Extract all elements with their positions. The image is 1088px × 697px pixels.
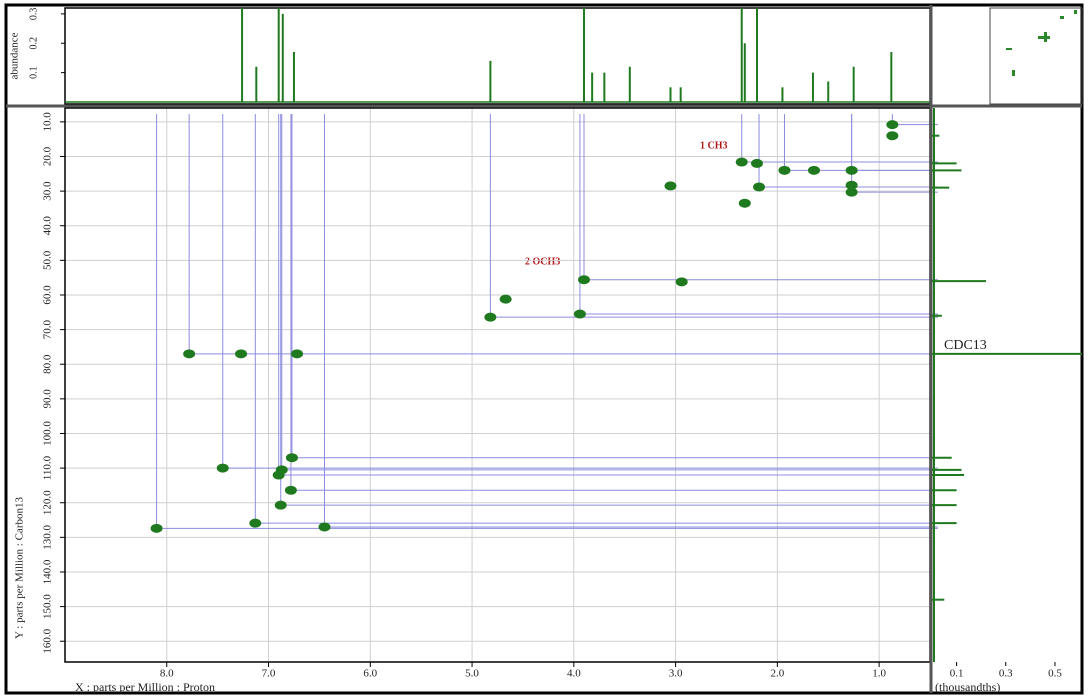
peak — [318, 522, 331, 532]
peak — [499, 294, 512, 304]
y-tick-label: 160.0 — [42, 628, 54, 653]
y-tick-label: 110.0 — [42, 455, 54, 480]
peak — [675, 277, 688, 287]
y-axis-label: Y : parts per Million : Carbon13 — [14, 497, 26, 639]
inset-thumbnail — [1006, 10, 1077, 76]
peak — [751, 158, 763, 168]
peak — [578, 275, 590, 285]
peak — [738, 198, 751, 208]
y-tick-label: 90.0 — [42, 389, 54, 409]
y-tick-label: 20.0 — [42, 146, 54, 166]
y-tick-label: 30.0 — [42, 181, 54, 201]
peak — [285, 453, 298, 463]
peak — [249, 518, 262, 528]
outer-frame — [4, 3, 1084, 695]
annotation: 2 OCH3 — [525, 256, 560, 267]
peak — [150, 523, 163, 533]
y-tick-label: 80.0 — [42, 354, 54, 374]
top-tick-label: 0.3 — [28, 8, 39, 21]
top-projection — [241, 8, 893, 102]
peak — [845, 165, 858, 175]
right-tick-label: 0.3 — [999, 668, 1013, 680]
y-tick-label: 100.0 — [42, 421, 54, 446]
peak — [216, 463, 229, 473]
peak — [284, 485, 297, 495]
x2-axis-label: (thousandths) — [935, 680, 1000, 694]
inset-frame — [989, 7, 1083, 105]
y-tick-label: 130.0 — [42, 524, 54, 549]
peak — [886, 120, 899, 130]
x-tick-label: 5.0 — [465, 668, 479, 680]
x-tick-label: 4.0 — [567, 668, 581, 680]
x-tick-label: 1.0 — [872, 668, 886, 680]
peak — [845, 187, 858, 197]
annotation: 1 CH3 — [700, 140, 728, 151]
y-tick-label: 60.0 — [42, 285, 54, 305]
peak — [272, 470, 285, 480]
peak — [886, 131, 899, 141]
peak — [735, 157, 748, 167]
right-projection — [932, 134, 1082, 601]
y-tick-label: 40.0 — [42, 216, 54, 236]
top-tick-label: 0.1 — [28, 66, 39, 79]
right-tick-label: 0.5 — [1048, 668, 1062, 680]
peak — [778, 165, 791, 175]
right-tick-label: 0.1 — [950, 668, 964, 680]
peak — [573, 309, 586, 319]
x-axis-label: X : parts per Million : Proton — [75, 680, 215, 694]
x-tick-label: 2.0 — [770, 668, 784, 680]
y-tick-label: 120.0 — [42, 490, 54, 515]
peak — [274, 500, 287, 510]
top-axis-label: abundance — [9, 32, 21, 79]
y-tick-label: 140.0 — [42, 559, 54, 584]
peak — [845, 180, 858, 190]
y-tick-label: 10.0 — [42, 112, 54, 132]
x-tick-label: 7.0 — [262, 668, 276, 680]
x-tick-label: 3.0 — [669, 668, 683, 680]
peak — [664, 181, 677, 191]
peak — [484, 312, 497, 322]
peak — [753, 182, 766, 192]
peak — [183, 349, 196, 359]
top-tick-label: 0.2 — [28, 37, 39, 50]
y-tick-label: 50.0 — [42, 250, 54, 270]
x-tick-label: 8.0 — [160, 668, 174, 680]
y-tick-label: 150.0 — [42, 594, 54, 619]
x-tick-label: 6.0 — [363, 668, 377, 680]
annotation: CDC13 — [944, 338, 987, 353]
y-tick-label: 70.0 — [42, 319, 54, 339]
peak — [235, 349, 248, 359]
peak — [807, 165, 820, 175]
peak — [291, 349, 304, 359]
